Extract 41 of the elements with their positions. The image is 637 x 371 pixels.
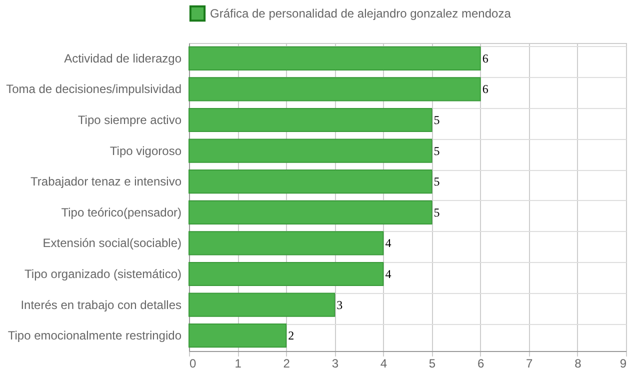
x-tick-label: 5 — [428, 356, 436, 370]
y-tick-label: Interés en trabajo con detalles — [20, 298, 182, 312]
data-label: 5 — [434, 205, 440, 220]
x-tick-label: 1 — [234, 356, 242, 370]
bar — [188, 77, 481, 102]
legend-label: Gráfica de personalidad de alejandro gonzalez mendoza — [210, 6, 512, 20]
data-label: 6 — [482, 51, 488, 66]
bar — [188, 138, 432, 163]
y-tick-label: Extensión social(sociable) — [42, 236, 182, 250]
bar — [188, 231, 384, 256]
x-tick-label: 8 — [574, 356, 582, 370]
bar — [188, 108, 432, 132]
y-tick-label: Toma de decisiones/impulsividad — [6, 82, 182, 96]
bar — [188, 46, 481, 70]
data-label: 5 — [434, 144, 440, 158]
bar — [188, 292, 336, 317]
y-tick-label: Tipo vigoroso — [110, 144, 182, 158]
y-tick-label: Tipo organizado (sistemático) — [24, 267, 182, 281]
data-label: 4 — [385, 267, 392, 281]
x-tick-label: 7 — [526, 356, 534, 370]
x-tick-label: 2 — [283, 356, 290, 370]
y-tick-label: Tipo siempre activo — [78, 113, 182, 127]
data-label: 5 — [434, 113, 440, 127]
x-tick-label: 3 — [332, 356, 339, 370]
data-label: 2 — [288, 328, 294, 343]
data-label: 6 — [482, 82, 488, 96]
y-tick-label: Tipo teórico(pensador) — [61, 205, 182, 220]
y-tick-label: Tipo emocionalmente restringido — [8, 328, 182, 343]
x-tick-label: 9 — [620, 356, 627, 370]
data-label: 3 — [336, 298, 343, 312]
bar — [188, 200, 432, 224]
bar — [188, 170, 432, 194]
bar — [188, 324, 287, 348]
data-label: 5 — [434, 174, 440, 189]
y-tick-label: Trabajador tenaz e intensivo — [30, 174, 182, 189]
x-tick-label: 6 — [477, 356, 484, 370]
y-tick-label: Actividad de liderazgo — [64, 51, 182, 66]
x-tick-label: 4 — [380, 356, 388, 370]
bar — [188, 262, 384, 286]
x-tick-label: 0 — [190, 356, 196, 370]
data-label: 4 — [385, 236, 392, 250]
